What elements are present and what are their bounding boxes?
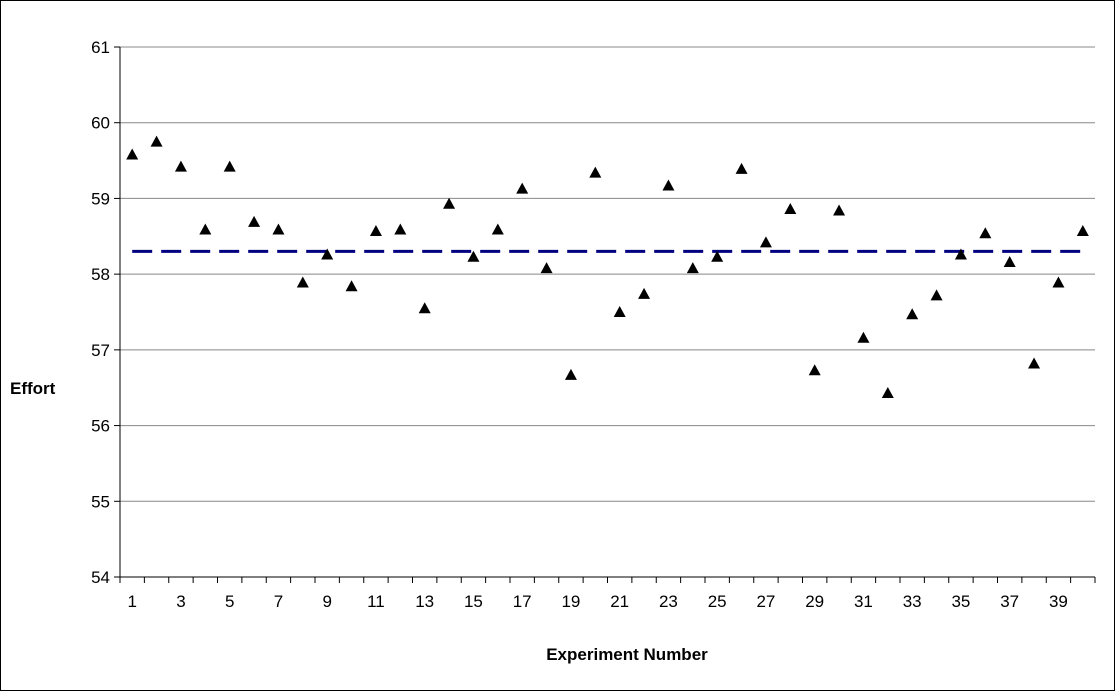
data-point — [418, 302, 431, 314]
data-point — [613, 306, 626, 317]
data-point — [711, 250, 724, 262]
x-tick-label: 25 — [708, 592, 727, 611]
data-point — [881, 387, 894, 399]
x-tick-label: 21 — [610, 592, 629, 611]
data-point — [1076, 224, 1089, 236]
data-point — [174, 160, 187, 172]
data-point — [784, 203, 797, 215]
x-tick-label: 15 — [464, 592, 483, 611]
x-tick-label: 13 — [415, 592, 434, 611]
x-tick-label: 39 — [1049, 592, 1068, 611]
data-point — [759, 236, 772, 248]
data-point — [979, 227, 992, 239]
y-tick-label: 56 — [91, 417, 110, 436]
x-axis-title: Experiment Number — [546, 645, 708, 664]
data-point — [906, 308, 919, 320]
data-point — [857, 331, 870, 343]
data-point — [369, 224, 382, 236]
data-point — [954, 248, 967, 260]
data-point — [126, 148, 139, 160]
data-point — [150, 135, 163, 147]
x-tick-label: 5 — [225, 592, 234, 611]
y-axis-title: Effort — [10, 379, 56, 398]
data-point — [833, 204, 846, 216]
data-point — [491, 223, 504, 235]
x-tick-label: 17 — [513, 592, 532, 611]
data-point — [272, 223, 285, 235]
data-point — [1003, 256, 1016, 268]
gridlines — [120, 46, 1095, 502]
data-point — [735, 162, 748, 174]
data-point — [589, 166, 602, 178]
data-point — [686, 262, 699, 274]
x-tick-label: 19 — [561, 592, 580, 611]
data-point — [564, 368, 577, 380]
y-tick-label: 55 — [91, 492, 110, 511]
data-point — [248, 215, 261, 227]
x-tick-label: 27 — [756, 592, 775, 611]
data-point — [930, 289, 943, 301]
data-point — [1028, 357, 1041, 369]
x-tick-label: 35 — [951, 592, 970, 611]
data-point — [345, 280, 358, 292]
x-tick-label: 11 — [367, 592, 385, 611]
x-tick-label: 37 — [1000, 592, 1019, 611]
data-point — [394, 223, 407, 235]
data-point — [199, 223, 212, 235]
data-point — [1052, 276, 1065, 288]
x-tick-label: 7 — [274, 592, 283, 611]
data-point — [223, 160, 236, 172]
data-point — [808, 364, 821, 376]
x-tick-label: 9 — [322, 592, 331, 611]
y-tick-label: 58 — [91, 265, 110, 284]
data-point — [467, 250, 480, 262]
x-tick-label: 3 — [176, 592, 185, 611]
y-tick-label: 60 — [91, 114, 110, 133]
x-tick-label: 29 — [805, 592, 824, 611]
x-tick-label: 1 — [127, 592, 136, 611]
x-tick-label: 31 — [854, 592, 873, 611]
y-tick-label: 59 — [91, 189, 110, 208]
axes — [114, 46, 1096, 583]
data-point — [662, 179, 675, 191]
y-tick-label: 57 — [91, 341, 110, 360]
data-point — [321, 248, 334, 260]
data-point — [296, 276, 309, 288]
y-tick-label: 61 — [91, 38, 110, 57]
data-point — [540, 262, 553, 274]
data-points — [126, 135, 1089, 399]
x-tick-label: 33 — [903, 592, 922, 611]
data-point — [516, 182, 529, 194]
x-tick-label: 23 — [659, 592, 678, 611]
x-tick-labels: 1 3 5 7 9 11 13 15 17 19 21 23 25 27 29 31 33 35 37 39 — [127, 592, 1067, 611]
data-point — [443, 197, 456, 209]
data-point — [638, 287, 651, 299]
y-tick-label: 54 — [91, 568, 110, 587]
y-tick-labels: 54 55 56 57 58 59 60 61 — [91, 38, 110, 587]
